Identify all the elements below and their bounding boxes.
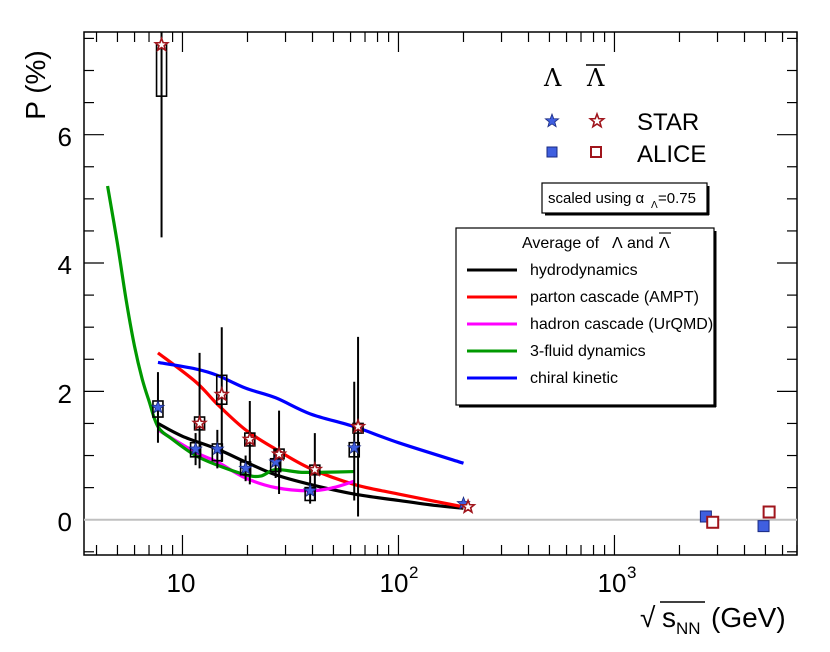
x-axis-title-sub: NN (676, 619, 701, 638)
y-tick-label-0: 0 (58, 507, 72, 537)
models-legend-title-antilambda: Λ (659, 235, 670, 252)
scale-note-prefix: scaled using α (548, 190, 645, 207)
x-axis-title-root: √ (640, 602, 656, 633)
y-tick-label-4: 4 (58, 250, 72, 280)
star-antilambda-point (213, 385, 231, 402)
star-lambda-point (210, 441, 225, 456)
models-legend-title-prefix: Average of (522, 235, 600, 252)
alice-lambda-point (757, 520, 770, 533)
star-antilambda-point (191, 414, 208, 431)
star-antilambda-point (459, 498, 477, 514)
models-legend: Average of Λ and Λ hydrodynamics parton … (455, 227, 717, 408)
legend-label-star: STAR (637, 109, 699, 136)
star-antilambda-point (241, 430, 259, 447)
axis-ticks (84, 32, 798, 555)
y-tick-label-6: 6 (58, 122, 72, 152)
model-curve-3-fluid-dynamics (105, 185, 355, 479)
lambda-symbol: Λ (543, 64, 562, 92)
x-axis-title-s: s (662, 602, 676, 633)
x-tick-label-1000-base: 10 (598, 568, 627, 598)
models-legend-title-and: and (627, 235, 654, 252)
x-tick-label-1000-exp: 3 (627, 563, 636, 582)
x-tick-label-100-exp: 2 (409, 563, 418, 582)
star-lambda-point (238, 460, 253, 475)
x-axis-title-unit: (GeV) (711, 602, 786, 633)
antilambda-symbol: Λ (586, 64, 605, 92)
model-curve-chiral-kinetic (157, 360, 464, 465)
scale-note-sub: Λ (651, 200, 658, 211)
data-points (150, 36, 776, 533)
legend-label-ampt: parton cascade (AMPT) (530, 289, 699, 306)
star-antilambda-point (349, 417, 367, 434)
legend-label-3fluid: 3-fluid dynamics (530, 343, 646, 360)
star-antilambda-point (153, 36, 170, 52)
star-lambda-point (150, 399, 166, 414)
x-tick-label-10: 10 (167, 568, 196, 598)
star-lambda-point (268, 454, 283, 469)
y-tick-label-2: 2 (58, 379, 72, 409)
legend-star-lambda-icon (544, 112, 560, 128)
experiment-legend: STAR ALICE (544, 109, 706, 168)
legend-label-hydrodynamics: hydrodynamics (530, 262, 638, 279)
legend-star-lambda-shape (544, 112, 560, 128)
legend-square-antilambda-icon (590, 146, 602, 158)
legend-star-antilambda-icon (588, 111, 606, 129)
star-lambda-point (188, 441, 203, 456)
legend-square-lambda-icon (546, 146, 558, 158)
star-antilambda-point (270, 445, 288, 462)
x-axis-title: √ s NN (GeV) (640, 601, 786, 638)
scale-note-box: scaled using α Λ =0.75 (541, 182, 710, 216)
scale-note-border (541, 182, 708, 214)
scale-note-suffix: =0.75 (658, 190, 696, 207)
star-lambda-point (346, 440, 362, 455)
y-axis-title: P (%) (20, 50, 51, 120)
models-legend-title-lambda: Λ (612, 235, 623, 252)
legend-label-chiral: chiral kinetic (530, 370, 618, 387)
x-tick-label-100-base: 10 (380, 568, 409, 598)
star-antilambda-point (306, 460, 324, 477)
lambda-header: Λ Λ (543, 64, 605, 92)
alice-antilambda-point (762, 505, 776, 519)
legend-label-urqmd: hadron cascade (UrQMD) (530, 316, 713, 333)
legend-label-alice: ALICE (637, 141, 706, 168)
x-tick-label-1000: 10 3 (598, 563, 637, 598)
legend-star-antilambda-shape (588, 111, 606, 129)
plot-frame (83, 31, 798, 556)
x-tick-label-100: 10 2 (380, 563, 419, 598)
models-legend-border (455, 227, 715, 406)
star-lambda-point (302, 483, 318, 498)
alice-antilambda-point (706, 515, 720, 529)
